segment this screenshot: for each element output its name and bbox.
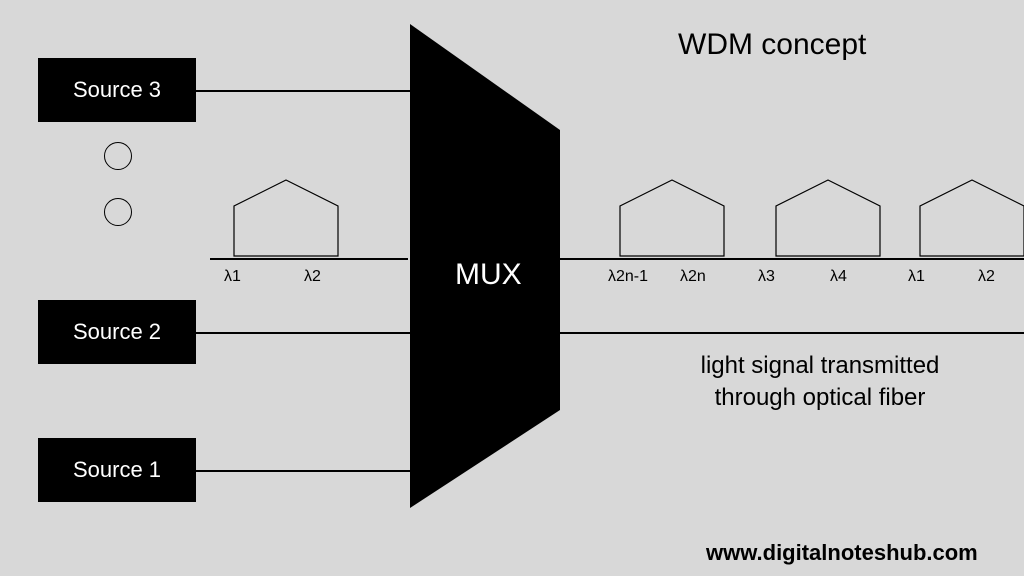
source-1-label: Source 1 [73, 457, 161, 483]
caption-line2: through optical fiber [715, 384, 926, 411]
input-baseline [210, 258, 408, 260]
output-caption: light signal transmitted through optical… [640, 350, 1000, 415]
source-2-label: Source 2 [73, 319, 161, 345]
mux-label: MUX [455, 258, 522, 292]
source1-line [196, 470, 410, 472]
ellipsis-circle-1 [104, 142, 132, 170]
output-pentagon-2 [772, 178, 884, 258]
out-lambda-6: λ2 [978, 268, 995, 286]
out-lambda-2: λ2n [680, 268, 706, 286]
out-lambda-3: λ3 [758, 268, 775, 286]
diagram-title: WDM concept [678, 28, 866, 62]
output-pentagon-3 [916, 178, 1024, 258]
out-lambda-4: λ4 [830, 268, 847, 286]
source2-line [196, 332, 410, 334]
source-box-1: Source 1 [38, 438, 196, 502]
out-lambda-5: λ1 [908, 268, 925, 286]
source-3-label: Source 3 [73, 77, 161, 103]
watermark: www.digitalnoteshub.com [706, 540, 978, 566]
source-box-3: Source 3 [38, 58, 196, 122]
out-lambda-1: λ2n-1 [608, 268, 648, 286]
input-lambda-1: λ1 [224, 268, 241, 286]
source3-line [196, 90, 410, 92]
input-lambda-2: λ2 [304, 268, 321, 286]
caption-line1: light signal transmitted [701, 352, 940, 379]
output-baseline [560, 258, 1024, 260]
input-pentagon [230, 178, 342, 258]
output-second-line [560, 332, 1024, 334]
output-pentagon-1 [616, 178, 728, 258]
source-box-2: Source 2 [38, 300, 196, 364]
ellipsis-circle-2 [104, 198, 132, 226]
